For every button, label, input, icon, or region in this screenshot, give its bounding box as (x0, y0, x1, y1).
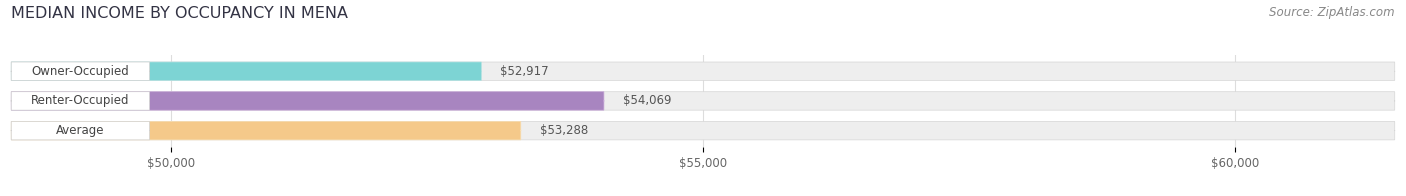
Text: $54,069: $54,069 (623, 94, 672, 107)
Text: Renter-Occupied: Renter-Occupied (31, 94, 129, 107)
Text: Source: ZipAtlas.com: Source: ZipAtlas.com (1270, 6, 1395, 19)
FancyBboxPatch shape (11, 62, 149, 80)
FancyBboxPatch shape (11, 122, 520, 140)
Text: $52,917: $52,917 (501, 65, 550, 78)
FancyBboxPatch shape (11, 122, 1395, 140)
Text: $53,288: $53,288 (540, 124, 588, 137)
FancyBboxPatch shape (11, 122, 149, 140)
Text: Owner-Occupied: Owner-Occupied (31, 65, 129, 78)
FancyBboxPatch shape (11, 92, 605, 110)
FancyBboxPatch shape (11, 92, 149, 110)
Text: MEDIAN INCOME BY OCCUPANCY IN MENA: MEDIAN INCOME BY OCCUPANCY IN MENA (11, 6, 349, 21)
FancyBboxPatch shape (11, 62, 481, 80)
Text: Average: Average (56, 124, 104, 137)
FancyBboxPatch shape (11, 92, 1395, 110)
FancyBboxPatch shape (11, 62, 1395, 80)
